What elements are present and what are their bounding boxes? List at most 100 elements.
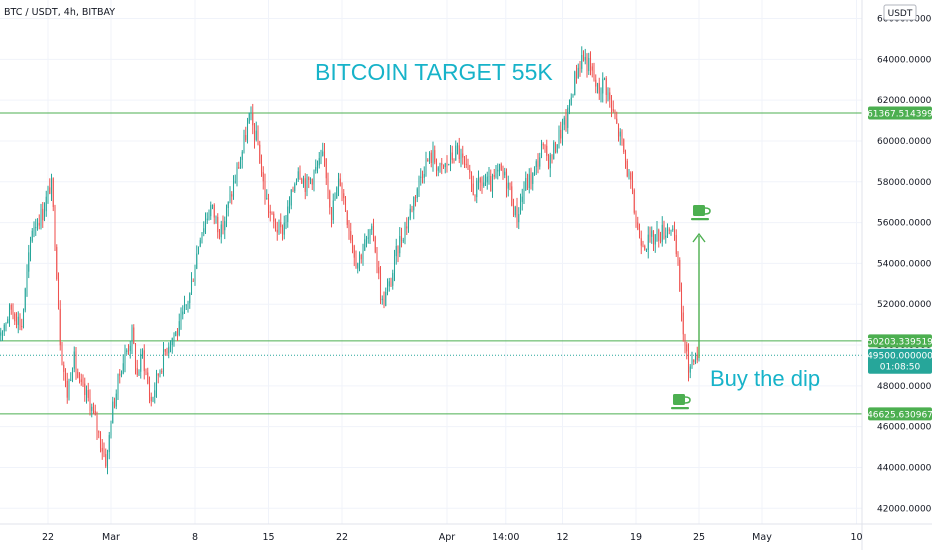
y-tick-label: 58000.000000 [877,178,932,188]
candle-body [96,415,98,432]
y-tick-label: 52000.000000 [877,300,932,310]
candle-body [227,201,229,209]
x-tick-label: Apr [439,532,456,543]
candle-body [66,380,68,398]
candle-body [19,316,21,327]
candle-body [22,310,25,327]
candle-body [336,187,338,199]
candle-body [70,379,72,381]
candle-body [36,223,39,228]
y-tick-label: 46000.000000 [877,423,932,433]
candle-body [567,107,569,128]
annotation-buy-the-dip: Buy the dip [710,366,820,391]
candle-body [547,155,550,169]
candle-body [215,216,217,218]
candle-body [407,218,410,229]
x-tick-label: 14:00 [492,532,519,543]
candle-body [56,247,58,280]
candle-body [260,163,263,173]
candle-body [427,159,429,162]
candle-body [504,171,506,176]
candle-body [161,371,163,373]
candle-body [99,432,102,448]
candle-body [404,226,406,241]
cup-saucer [671,407,689,410]
candle-body [444,163,446,168]
candle-body [420,176,422,178]
cup-saucer [691,218,709,221]
candle-body [257,130,259,145]
candle-body [633,189,635,213]
candle-body [17,316,19,325]
coffee-cup-icon [671,394,691,410]
candle-body [269,211,271,214]
level-badge: 61367.514399 [867,106,932,120]
candle-body [477,178,480,181]
candle-body [670,229,672,231]
candle-body [50,178,53,194]
candle-body [334,198,336,201]
candle-body [316,165,319,167]
candle-body [390,281,392,286]
candle-body [159,371,161,376]
candle-body [12,309,14,314]
candle-body [521,196,523,202]
candle-body [393,256,396,274]
candle-body [603,78,606,80]
candle-body [406,226,408,229]
candle-body [369,230,371,238]
candle-body [693,359,695,363]
candle-body [155,373,158,391]
candle-body [189,293,191,304]
candle-body [131,327,133,346]
candle-body [341,185,343,194]
x-tick-label: May [752,532,772,543]
candle-body [378,267,380,274]
candle-body [192,280,194,282]
x-tick-label: 15 [262,532,274,543]
candle-body [98,431,100,433]
candle-body [217,216,219,233]
candle-body [229,194,231,202]
candle-body [115,393,117,407]
candle-body [479,178,481,183]
candle-body [544,145,546,147]
candle-body [194,268,196,282]
candle-body [365,237,368,240]
candle-body [108,435,110,453]
candle-body [201,232,203,241]
candle-body [635,212,637,223]
candle-body [511,186,513,206]
candle-body [42,208,44,221]
candle-body [659,240,662,242]
candle-body [330,207,333,221]
candle-body [418,177,420,189]
candle-body [245,135,247,141]
candle-body [430,152,432,164]
x-tick-label: 12 [556,532,568,543]
candle-body [414,197,417,199]
candle-body [7,319,9,324]
level-badge-text: 61367.514399 [867,110,932,120]
candle-body [304,178,306,192]
candle-body [301,178,303,184]
candle-body [617,123,620,137]
candle-body [164,348,166,352]
candle-body [514,206,516,216]
candle-body [421,176,424,178]
candle-body [512,205,515,216]
candle-body [528,174,530,189]
candle-body [509,182,511,187]
candle-body [649,234,651,237]
candle-body [507,182,509,189]
candle-body [112,401,114,424]
candle-body [628,172,630,177]
candle-body [124,351,126,364]
candle-body [435,162,438,171]
x-tick-label: Mar [102,532,120,543]
candle-body [350,231,352,241]
candle-body [490,175,492,192]
candle-body [371,226,373,231]
candle-body [15,321,18,325]
